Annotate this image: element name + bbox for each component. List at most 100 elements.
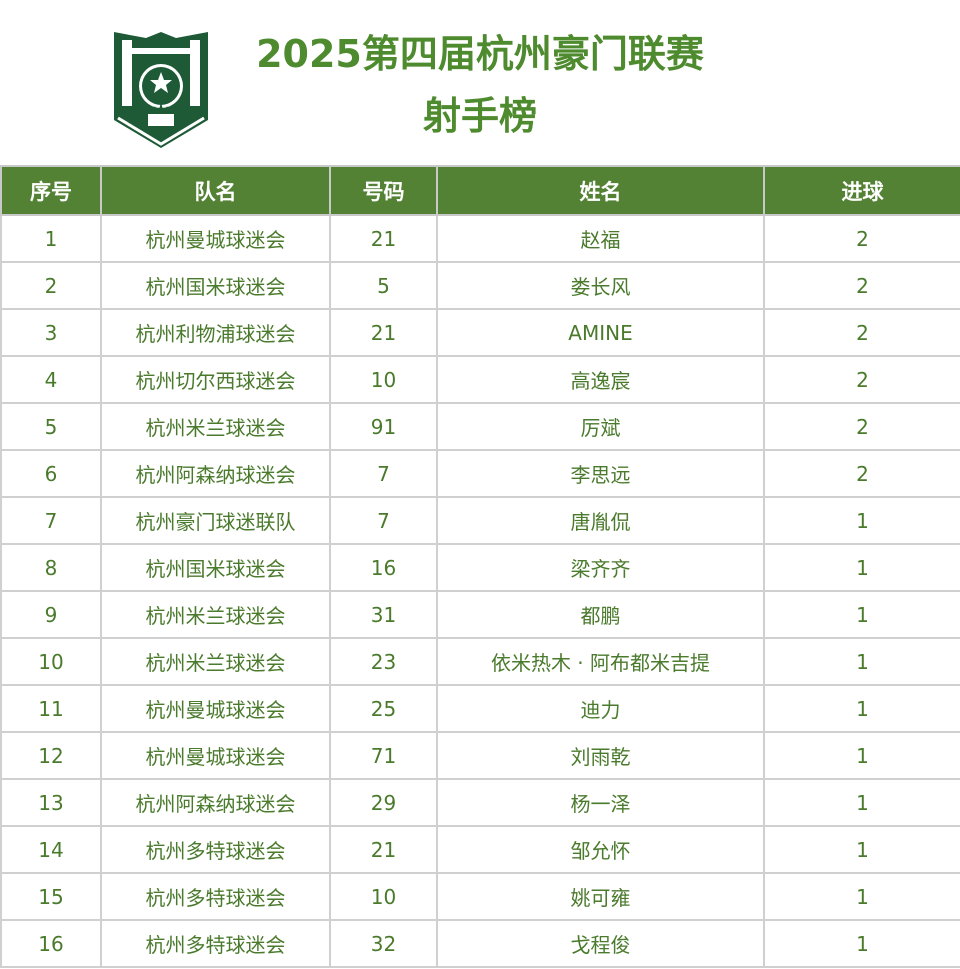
cell-goals: 1 xyxy=(763,919,960,968)
cell-rank: 5 xyxy=(0,402,102,451)
cell-goals: 1 xyxy=(763,731,960,780)
cell-team: 杭州利物浦球迷会 xyxy=(100,308,331,357)
cell-team: 杭州多特球迷会 xyxy=(100,872,331,921)
cell-rank: 2 xyxy=(0,261,102,310)
cell-goals: 2 xyxy=(763,449,960,498)
cell-rank: 11 xyxy=(0,684,102,733)
cell-name: 高逸宸 xyxy=(436,355,765,404)
cell-name: 邹允怀 xyxy=(436,825,765,874)
page-title: 2025第四届杭州豪门联赛 xyxy=(256,32,704,76)
cell-number: 25 xyxy=(329,684,438,733)
table-row: 4 杭州切尔西球迷会 10 高逸宸 2 xyxy=(0,355,960,404)
cell-number: 29 xyxy=(329,778,438,827)
cell-goals: 1 xyxy=(763,825,960,874)
cell-number: 16 xyxy=(329,543,438,592)
cell-rank: 14 xyxy=(0,825,102,874)
table-row: 11 杭州曼城球迷会 25 迪力 1 xyxy=(0,684,960,733)
cell-rank: 4 xyxy=(0,355,102,404)
cell-rank: 13 xyxy=(0,778,102,827)
table-row: 10 杭州米兰球迷会 23 依米热木 · 阿布都米吉提 1 xyxy=(0,637,960,686)
cell-goals: 2 xyxy=(763,308,960,357)
cell-name: 依米热木 · 阿布都米吉提 xyxy=(436,637,765,686)
cell-name: 厉斌 xyxy=(436,402,765,451)
table-row: 2 杭州国米球迷会 5 娄长风 2 xyxy=(0,261,960,310)
cell-name: 李思远 xyxy=(436,449,765,498)
cell-goals: 2 xyxy=(763,261,960,310)
table-row: 15 杭州多特球迷会 10 姚可雍 1 xyxy=(0,872,960,921)
table-row: 3 杭州利物浦球迷会 21 AMINE 2 xyxy=(0,308,960,357)
cell-team: 杭州切尔西球迷会 xyxy=(100,355,331,404)
cell-team: 杭州豪门球迷联队 xyxy=(100,496,331,545)
table-row: 1 杭州曼城球迷会 21 赵福 2 xyxy=(0,214,960,263)
cell-rank: 10 xyxy=(0,637,102,686)
cell-number: 7 xyxy=(329,496,438,545)
cell-goals: 1 xyxy=(763,543,960,592)
cell-goals: 2 xyxy=(763,355,960,404)
scorers-table: 序号 队名 号码 姓名 进球 1 杭州曼城球迷会 21 赵福 2 2 杭州国米球迷会 5 娄长风 2 3 杭州… xyxy=(0,165,960,968)
column-header-rank: 序号 xyxy=(0,165,102,216)
cell-team: 杭州米兰球迷会 xyxy=(100,637,331,686)
cell-number: 10 xyxy=(329,872,438,921)
cell-number: 10 xyxy=(329,355,438,404)
cell-name: AMINE xyxy=(436,308,765,357)
cell-name: 戈程俊 xyxy=(436,919,765,968)
cell-name: 姚可雍 xyxy=(436,872,765,921)
cell-team: 杭州曼城球迷会 xyxy=(100,731,331,780)
cell-number: 23 xyxy=(329,637,438,686)
table-row: 7 杭州豪门球迷联队 7 唐胤侃 1 xyxy=(0,496,960,545)
cell-rank: 3 xyxy=(0,308,102,357)
cell-rank: 15 xyxy=(0,872,102,921)
cell-goals: 1 xyxy=(763,872,960,921)
table-row: 9 杭州米兰球迷会 31 都鹏 1 xyxy=(0,590,960,639)
cell-name: 刘雨乾 xyxy=(436,731,765,780)
cell-number: 7 xyxy=(329,449,438,498)
cell-goals: 2 xyxy=(763,214,960,263)
cell-rank: 8 xyxy=(0,543,102,592)
cell-team: 杭州阿森纳球迷会 xyxy=(100,778,331,827)
cell-number: 21 xyxy=(329,214,438,263)
cell-goals: 1 xyxy=(763,778,960,827)
cell-number: 5 xyxy=(329,261,438,310)
table-row: 16 杭州多特球迷会 32 戈程俊 1 xyxy=(0,919,960,968)
cell-number: 21 xyxy=(329,825,438,874)
cell-team: 杭州曼城球迷会 xyxy=(100,684,331,733)
cell-rank: 6 xyxy=(0,449,102,498)
cell-number: 91 xyxy=(329,402,438,451)
table-row: 8 杭州国米球迷会 16 梁齐齐 1 xyxy=(0,543,960,592)
cell-rank: 16 xyxy=(0,919,102,968)
cell-number: 71 xyxy=(329,731,438,780)
page-subtitle: 射手榜 xyxy=(422,94,537,138)
column-header-goals: 进球 xyxy=(763,165,960,216)
cell-rank: 12 xyxy=(0,731,102,780)
table-row: 5 杭州米兰球迷会 91 厉斌 2 xyxy=(0,402,960,451)
league-logo xyxy=(114,32,208,148)
cell-team: 杭州国米球迷会 xyxy=(100,543,331,592)
cell-team: 杭州国米球迷会 xyxy=(100,261,331,310)
cell-name: 娄长风 xyxy=(436,261,765,310)
column-header-number: 号码 xyxy=(329,165,438,216)
cell-team: 杭州米兰球迷会 xyxy=(100,402,331,451)
cell-number: 31 xyxy=(329,590,438,639)
cell-number: 21 xyxy=(329,308,438,357)
cell-number: 32 xyxy=(329,919,438,968)
cell-name: 迪力 xyxy=(436,684,765,733)
cell-goals: 1 xyxy=(763,590,960,639)
cell-goals: 1 xyxy=(763,637,960,686)
cell-team: 杭州阿森纳球迷会 xyxy=(100,449,331,498)
table-row: 13 杭州阿森纳球迷会 29 杨一泽 1 xyxy=(0,778,960,827)
cell-name: 梁齐齐 xyxy=(436,543,765,592)
cell-name: 唐胤侃 xyxy=(436,496,765,545)
cell-team: 杭州多特球迷会 xyxy=(100,825,331,874)
cell-name: 都鹏 xyxy=(436,590,765,639)
cell-name: 杨一泽 xyxy=(436,778,765,827)
cell-rank: 7 xyxy=(0,496,102,545)
cell-rank: 9 xyxy=(0,590,102,639)
cell-team: 杭州米兰球迷会 xyxy=(100,590,331,639)
cell-goals: 1 xyxy=(763,684,960,733)
cell-goals: 2 xyxy=(763,402,960,451)
cell-goals: 1 xyxy=(763,496,960,545)
cell-name: 赵福 xyxy=(436,214,765,263)
table-row: 14 杭州多特球迷会 21 邹允怀 1 xyxy=(0,825,960,874)
table-row: 12 杭州曼城球迷会 71 刘雨乾 1 xyxy=(0,731,960,780)
cell-rank: 1 xyxy=(0,214,102,263)
